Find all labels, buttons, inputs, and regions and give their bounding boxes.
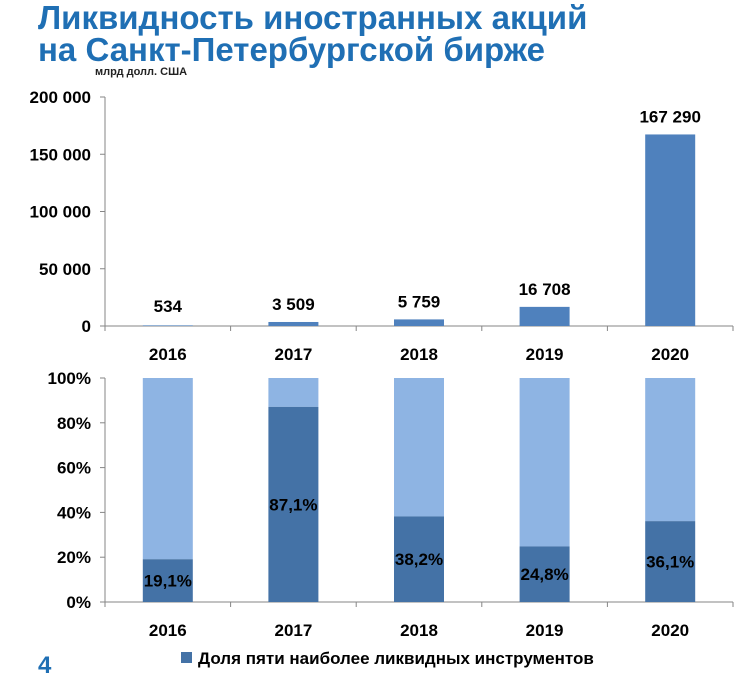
bar-segment-rest xyxy=(142,378,193,560)
y-tick-label: 40% xyxy=(57,503,91,522)
x-tick-label: 2019 xyxy=(526,621,564,640)
data-label: 87,1% xyxy=(269,495,317,514)
unit-label: млрд долл. США xyxy=(95,66,188,78)
legend-swatch xyxy=(181,652,192,663)
share-stacked-bar-chart: 0% 20% 40% 60% 80% 100% 19,1% 2016 87,1% 2017 38,2… xyxy=(48,369,734,640)
data-label: 5 759 xyxy=(398,292,441,311)
y-tick-label: 100 000 xyxy=(30,203,91,222)
data-label: 38,2% xyxy=(395,550,443,569)
data-label: 36,1% xyxy=(646,553,694,572)
y-tick-label: 60% xyxy=(57,459,91,478)
x-tick-label: 2016 xyxy=(149,345,187,364)
page-title: Ликвидность иностранных акций на Санкт-П… xyxy=(38,0,588,68)
bar-segment-top5 xyxy=(519,546,570,602)
bar xyxy=(645,134,696,326)
y-tick-label: 150 000 xyxy=(30,145,91,164)
data-label: 534 xyxy=(154,297,183,316)
data-label: 19,1% xyxy=(144,572,192,591)
bar-segment-top5 xyxy=(645,521,696,602)
bar xyxy=(142,325,193,326)
bar-segment-top5 xyxy=(142,559,193,602)
x-tick-label: 2017 xyxy=(274,621,312,640)
y-tick-label: 20% xyxy=(57,548,91,567)
bar xyxy=(394,319,444,326)
volume-bar-chart: 0 50 000 100 000 150 000 200 000 534 2016 3 509… xyxy=(30,88,734,364)
chart-legend: Доля пяти наиболее ликвидных инструменто… xyxy=(181,649,594,668)
data-label: 167 290 xyxy=(639,107,700,126)
y-tick-label: 50 000 xyxy=(39,260,91,279)
data-label: 24,8% xyxy=(520,565,568,584)
y-tick-label: 80% xyxy=(57,414,91,433)
bar-segment-rest xyxy=(268,378,319,407)
y-tick-label: 200 000 xyxy=(30,88,91,107)
y-tick-label: 0 xyxy=(82,317,91,336)
y-tick-label: 0% xyxy=(66,593,91,612)
title-line-1: Ликвидность иностранных акций xyxy=(38,0,588,36)
y-tick-label: 100% xyxy=(48,369,91,388)
bar-segment-rest xyxy=(519,378,570,547)
legend-label: Доля пяти наиболее ликвидных инструменто… xyxy=(198,649,594,668)
bar xyxy=(519,306,570,326)
bar xyxy=(268,321,319,326)
x-tick-label: 2018 xyxy=(400,621,438,640)
title-line-2: на Санкт-Петербургской бирже xyxy=(38,31,546,68)
x-tick-label: 2020 xyxy=(651,621,689,640)
x-tick-label: 2018 xyxy=(400,345,438,364)
x-tick-label: 2016 xyxy=(149,621,187,640)
x-tick-label: 2020 xyxy=(651,345,689,364)
x-tick-label: 2017 xyxy=(274,345,312,364)
data-label: 3 509 xyxy=(272,295,315,314)
bar-segment-top5 xyxy=(268,406,319,602)
bar-segment-top5 xyxy=(394,516,444,602)
bar-segment-rest xyxy=(645,378,696,522)
x-tick-label: 2019 xyxy=(526,345,564,364)
data-label: 16 708 xyxy=(519,280,571,299)
bar-segment-rest xyxy=(394,378,444,517)
page-number: 4 xyxy=(38,652,52,679)
